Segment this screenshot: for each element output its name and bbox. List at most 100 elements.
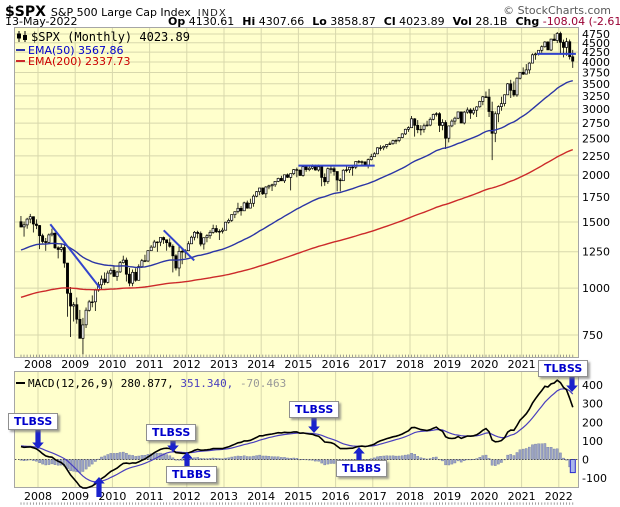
price-legend-text: $SPX (Monthly) 4023.89 [31, 30, 190, 44]
svg-text:400: 400 [582, 379, 603, 392]
svg-text:2008: 2008 [24, 358, 52, 371]
exchange-label: INDX [197, 8, 227, 19]
ema50-line-swatch [16, 49, 25, 51]
svg-text:4000: 4000 [582, 56, 610, 69]
svg-text:200: 200 [582, 416, 603, 429]
chart-header-line2: 13-May-2022 Op 4130.61 Hi 4307.66 Lo 3858.… [5, 15, 620, 28]
copyright: © StockCharts.com [503, 4, 611, 17]
svg-text:750: 750 [582, 329, 603, 342]
svg-text:2017: 2017 [359, 358, 387, 371]
svg-text:2022: 2022 [545, 490, 573, 503]
svg-text:2250: 2250 [582, 150, 610, 163]
svg-text:3500: 3500 [582, 78, 610, 91]
ema50-line [20, 80, 573, 269]
svg-text:4250: 4250 [582, 46, 610, 59]
svg-text:1250: 1250 [582, 246, 610, 259]
macd-signal-line [20, 388, 574, 483]
svg-text:2500: 2500 [582, 133, 610, 146]
svg-text:2021: 2021 [508, 358, 536, 371]
annotation-box-tlbbs: TLBBS [336, 460, 388, 477]
svg-text:2018: 2018 [396, 358, 424, 371]
change-value: -108.04 (-2.61%) [542, 15, 620, 28]
trendline [162, 229, 195, 262]
buy-signal-arrow [93, 477, 105, 497]
svg-text:2012: 2012 [173, 358, 201, 371]
sell-signal-arrow [167, 441, 179, 452]
svg-text:1500: 1500 [582, 216, 610, 229]
candlestick-icon [17, 31, 27, 42]
trendlines [49, 52, 576, 289]
svg-text:2020: 2020 [470, 490, 498, 503]
svg-text:2014: 2014 [247, 490, 275, 503]
svg-text:3250: 3250 [582, 90, 610, 103]
buy-signal-arrow [353, 447, 365, 461]
svg-text:2009: 2009 [61, 358, 89, 371]
axis-labels: 4750450042504000375035003250300027502500… [24, 28, 610, 503]
svg-text:2012: 2012 [173, 490, 201, 503]
svg-text:2019: 2019 [433, 490, 461, 503]
svg-text:3000: 3000 [582, 103, 610, 116]
quote-line: Op 4130.61 Hi 4307.66 Lo 3858.87 Cl 4023.89… [168, 15, 620, 28]
macd-histogram-value: -70.463 [239, 377, 287, 390]
svg-text:1750: 1750 [582, 191, 610, 204]
close-value: 4023.89 [399, 15, 445, 28]
svg-text:2017: 2017 [359, 490, 387, 503]
svg-text:-100: -100 [582, 472, 607, 485]
svg-text:2000: 2000 [582, 169, 610, 182]
sell-signal-arrow [32, 429, 44, 449]
svg-text:2010: 2010 [98, 358, 126, 371]
svg-text:1000: 1000 [582, 282, 610, 295]
svg-text:2014: 2014 [247, 358, 275, 371]
svg-text:4750: 4750 [582, 28, 610, 41]
open-label: Op [168, 15, 186, 28]
open-value: 4130.61 [188, 15, 235, 28]
volume-value: 28.1B [475, 15, 508, 28]
annotation-box-tlbss: TLBSS [538, 360, 589, 377]
svg-text:300: 300 [582, 398, 603, 411]
svg-text:2010: 2010 [98, 490, 126, 503]
symbol-name: S&P 500 Large Cap Index [50, 6, 191, 19]
svg-text:2013: 2013 [210, 490, 238, 503]
macd-line [20, 379, 574, 489]
svg-text:2015: 2015 [284, 490, 312, 503]
volume-label: Vol [452, 15, 472, 28]
macd-plot [15, 379, 578, 489]
annotation-box-tlbss: TLBSS [289, 401, 340, 418]
macd-line-swatch [16, 382, 25, 384]
svg-text:4500: 4500 [582, 37, 610, 50]
low-value: 3858.87 [330, 15, 376, 28]
svg-text:2019: 2019 [433, 358, 461, 371]
annotation-box-tlbss: TLBSS [8, 413, 59, 430]
close-label: Cl [383, 15, 396, 28]
gridlines [15, 28, 578, 487]
ema200-legend-text: EMA(200) 2337.73 [28, 55, 131, 68]
svg-text:2011: 2011 [136, 358, 164, 371]
svg-text:2008: 2008 [24, 490, 52, 503]
signal-arrows [32, 377, 578, 497]
ema200-line [20, 148, 574, 298]
svg-text:2016: 2016 [322, 490, 350, 503]
buy-signal-arrow [181, 452, 193, 467]
macd-legend-name: MACD(12,26,9) [28, 377, 115, 390]
macd-value: 280.877, [120, 377, 174, 390]
macd-legend: MACD(12,26,9) 280.877, 351.340, -70.463 [16, 377, 286, 390]
svg-text:100: 100 [582, 435, 603, 448]
ema-overlays [20, 80, 574, 298]
annotation-box-tlbss: TLBSS [146, 424, 197, 441]
ema50-legend-text: EMA(50) 3567.86 [28, 44, 124, 57]
sell-signal-arrow [308, 417, 320, 433]
chart-date: 13-May-2022 [5, 15, 78, 28]
ema200-legend: EMA(200) 2337.73 [16, 55, 190, 68]
low-label: Lo [312, 15, 327, 28]
svg-text:0: 0 [582, 454, 589, 467]
candlesticks [19, 31, 575, 355]
ema200-line-swatch [16, 60, 25, 62]
svg-text:2015: 2015 [284, 358, 312, 371]
svg-text:2009: 2009 [61, 490, 89, 503]
high-label: Hi [242, 15, 256, 28]
svg-text:2011: 2011 [136, 490, 164, 503]
axis-ticks [20, 354, 574, 505]
ema50-legend: EMA(50) 3567.86 [16, 44, 190, 57]
